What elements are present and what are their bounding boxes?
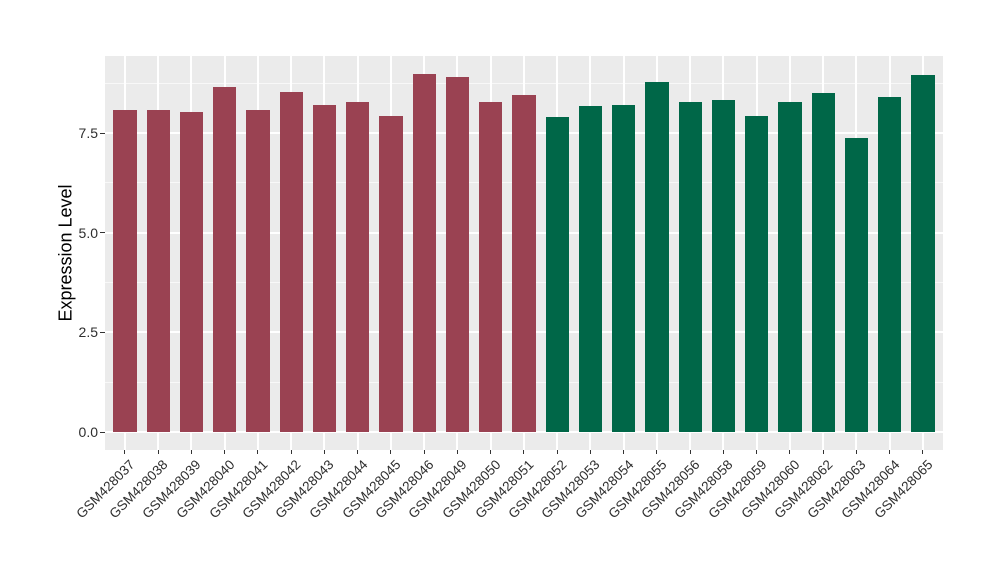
x-axis-tick bbox=[357, 450, 359, 454]
x-axis-tick bbox=[722, 450, 724, 454]
y-axis-tick bbox=[100, 331, 105, 333]
bar bbox=[379, 116, 403, 432]
bar bbox=[412, 74, 436, 432]
bar bbox=[246, 110, 270, 432]
bar bbox=[213, 86, 237, 432]
x-axis-tick bbox=[257, 450, 259, 454]
bar bbox=[545, 117, 569, 432]
bar bbox=[146, 109, 170, 432]
x-axis-tick bbox=[855, 450, 857, 454]
bar bbox=[346, 102, 370, 432]
x-axis-tick bbox=[423, 450, 425, 454]
bar bbox=[479, 102, 503, 432]
x-axis-tick bbox=[390, 450, 392, 454]
bar bbox=[312, 105, 337, 432]
bar bbox=[645, 81, 669, 432]
x-axis-tick bbox=[456, 450, 458, 454]
y-axis-title: Expression Level bbox=[55, 184, 76, 322]
y-axis-tick bbox=[100, 431, 105, 433]
y-tick-label: 0.0 bbox=[78, 424, 98, 440]
bar bbox=[512, 94, 536, 432]
x-axis-tick bbox=[822, 450, 824, 454]
y-tick-label: 2.5 bbox=[78, 324, 98, 341]
bar bbox=[911, 75, 935, 432]
x-axis-tick bbox=[290, 450, 292, 454]
bar bbox=[844, 137, 869, 432]
bar bbox=[678, 102, 702, 432]
y-axis-tick bbox=[100, 132, 105, 134]
x-axis-tick bbox=[157, 450, 159, 454]
x-axis-tick bbox=[523, 450, 525, 454]
x-axis-tick bbox=[589, 450, 591, 454]
x-axis-tick bbox=[124, 450, 126, 454]
bar bbox=[811, 93, 835, 432]
bar bbox=[612, 104, 636, 432]
bar bbox=[745, 115, 769, 432]
bar bbox=[578, 106, 603, 432]
bar bbox=[711, 100, 736, 432]
x-axis-tick bbox=[922, 450, 924, 454]
x-axis-tick bbox=[889, 450, 891, 454]
bar bbox=[113, 110, 137, 432]
x-axis-tick bbox=[656, 450, 658, 454]
x-axis-tick bbox=[756, 450, 758, 454]
y-tick-label: 7.5 bbox=[78, 125, 98, 142]
bar bbox=[179, 112, 204, 432]
x-axis-tick bbox=[190, 450, 192, 454]
x-axis-tick bbox=[623, 450, 625, 454]
chart-panel bbox=[105, 56, 943, 450]
bar bbox=[445, 76, 470, 432]
y-tick-label: 5.0 bbox=[78, 224, 98, 241]
bar bbox=[878, 96, 902, 432]
x-axis-tick bbox=[490, 450, 492, 454]
x-axis-tick bbox=[789, 450, 791, 454]
bar bbox=[778, 102, 802, 432]
bar bbox=[279, 92, 303, 432]
x-axis-tick bbox=[689, 450, 691, 454]
x-axis-tick bbox=[323, 450, 325, 454]
y-axis-tick bbox=[100, 232, 105, 234]
x-axis-tick bbox=[224, 450, 226, 454]
x-axis-tick bbox=[556, 450, 558, 454]
